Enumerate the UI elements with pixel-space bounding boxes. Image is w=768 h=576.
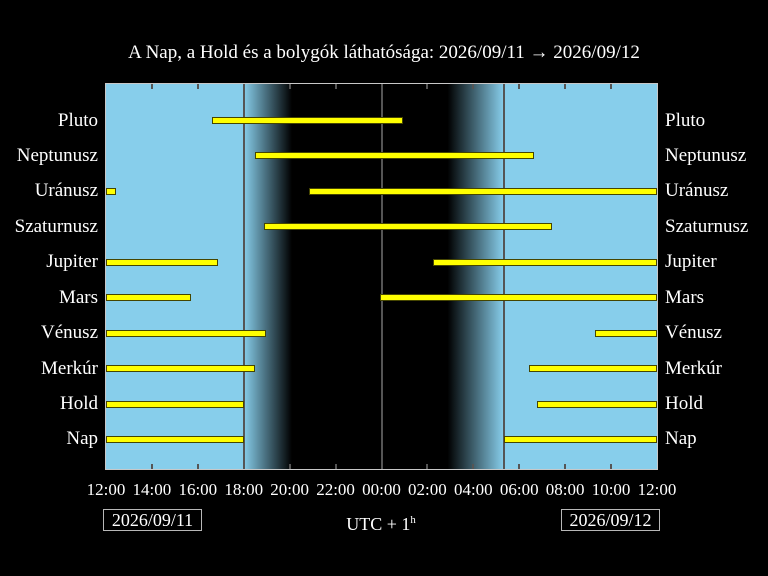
axis-tick (334, 84, 337, 89)
start-date-box: 2026/09/11 (103, 509, 202, 531)
planet-label-right-merkúr: Merkúr (665, 357, 722, 379)
planet-label-left-merkúr: Merkúr (41, 357, 98, 379)
planet-label-right-pluto: Pluto (665, 109, 706, 131)
visibility-bar-szaturnusz (264, 223, 553, 231)
planet-label-left-pluto: Pluto (57, 109, 98, 131)
axis-tick (518, 84, 521, 89)
visibility-bar-mars (379, 294, 657, 302)
planet-label-left-jupiter: Jupiter (46, 251, 98, 273)
planet-label-left-mars: Mars (58, 286, 98, 308)
axis-tick (150, 84, 153, 89)
axis-tick (288, 464, 291, 469)
visibility-bar-uránusz (309, 187, 657, 195)
end-date-label: 2026/09/12 (569, 509, 652, 530)
start-date-label: 2026/09/11 (111, 509, 194, 530)
planet-label-right-nap: Nap (665, 428, 697, 450)
visibility-bar-jupiter (106, 258, 218, 266)
visibility-bar-vénusz (595, 329, 657, 337)
time-tick-label: 22:00 (316, 480, 355, 499)
planet-label-right-jupiter: Jupiter (665, 251, 717, 273)
timezone-text: UTC + 1 (346, 514, 411, 534)
time-tick-label: 20:00 (270, 480, 310, 499)
axis-tick (242, 84, 245, 89)
visibility-bar-neptunusz (254, 152, 535, 160)
axis-tick (610, 464, 613, 469)
planet-label-right-mars: Mars (665, 286, 705, 308)
time-tick-label: 12:00 (86, 480, 126, 499)
visibility-bar-uránusz (106, 187, 116, 195)
axis-tick (334, 464, 337, 469)
visibility-bar-mars (106, 294, 191, 302)
axis-tick (472, 84, 475, 89)
visibility-bar-merkúr (529, 365, 657, 373)
planet-label-right-hold: Hold (665, 393, 703, 415)
axis-tick (426, 464, 429, 469)
time-tick-label: 16:00 (178, 480, 218, 499)
time-tick-label: 14:00 (132, 480, 172, 499)
axis-tick (150, 464, 153, 469)
planet-label-right-neptunusz: Neptunusz (665, 144, 747, 166)
visibility-bar-vénusz (106, 329, 267, 337)
time-tick-label: 12:00 (637, 480, 677, 499)
planet-label-left-nap: Nap (66, 428, 98, 450)
planet-label-left-hold: Hold (60, 393, 98, 415)
axis-tick (518, 464, 521, 469)
visibility-bar-hold (537, 400, 657, 408)
time-tick-label: 08:00 (545, 480, 585, 499)
end-date-box: 2026/09/12 (561, 509, 660, 531)
visibility-bar-nap (503, 435, 657, 443)
visibility-bar-merkúr (106, 365, 256, 373)
visibility-bar-hold (106, 400, 244, 408)
axis-tick (610, 84, 613, 89)
time-tick-label: 18:00 (224, 480, 264, 499)
plot-area (105, 83, 658, 470)
time-tick-label: 02:00 (408, 480, 447, 499)
axis-tick (196, 464, 199, 469)
axis-tick (564, 84, 567, 89)
axis-tick (380, 84, 383, 89)
time-tick-label: 10:00 (591, 480, 631, 499)
axis-tick (564, 464, 567, 469)
axis-tick (288, 84, 291, 89)
axis-tick (426, 84, 429, 89)
planet-label-left-szaturnusz: Szaturnusz (14, 215, 98, 237)
axis-tick (196, 84, 199, 89)
chart-title: A Nap, a Hold és a bolygók láthatósága: … (128, 42, 640, 63)
planet-label-right-uránusz: Uránusz (665, 180, 729, 202)
time-tick-label: 00:00 (362, 480, 401, 499)
axis-tick (242, 464, 245, 469)
axis-tick (472, 464, 475, 469)
visibility-bar-nap (106, 435, 244, 443)
timezone-unit-sup: h (410, 514, 416, 526)
planet-label-left-vénusz: Vénusz (41, 322, 98, 344)
time-tick-label: 04:00 (453, 480, 493, 499)
visibility-bar-jupiter (432, 258, 657, 266)
sunrise-line (502, 84, 505, 469)
midnight-line (380, 84, 383, 469)
planet-label-right-szaturnusz: Szaturnusz (665, 215, 749, 237)
planet-label-left-uránusz: Uránusz (34, 180, 98, 202)
planet-label-right-vénusz: Vénusz (665, 322, 722, 344)
time-tick-label: 06:00 (499, 480, 539, 499)
planet-label-left-neptunusz: Neptunusz (16, 144, 98, 166)
timezone-label: UTC + 1h (301, 509, 461, 534)
axis-tick (380, 464, 383, 469)
visibility-bar-pluto (211, 117, 403, 124)
sunset-line (242, 84, 245, 469)
